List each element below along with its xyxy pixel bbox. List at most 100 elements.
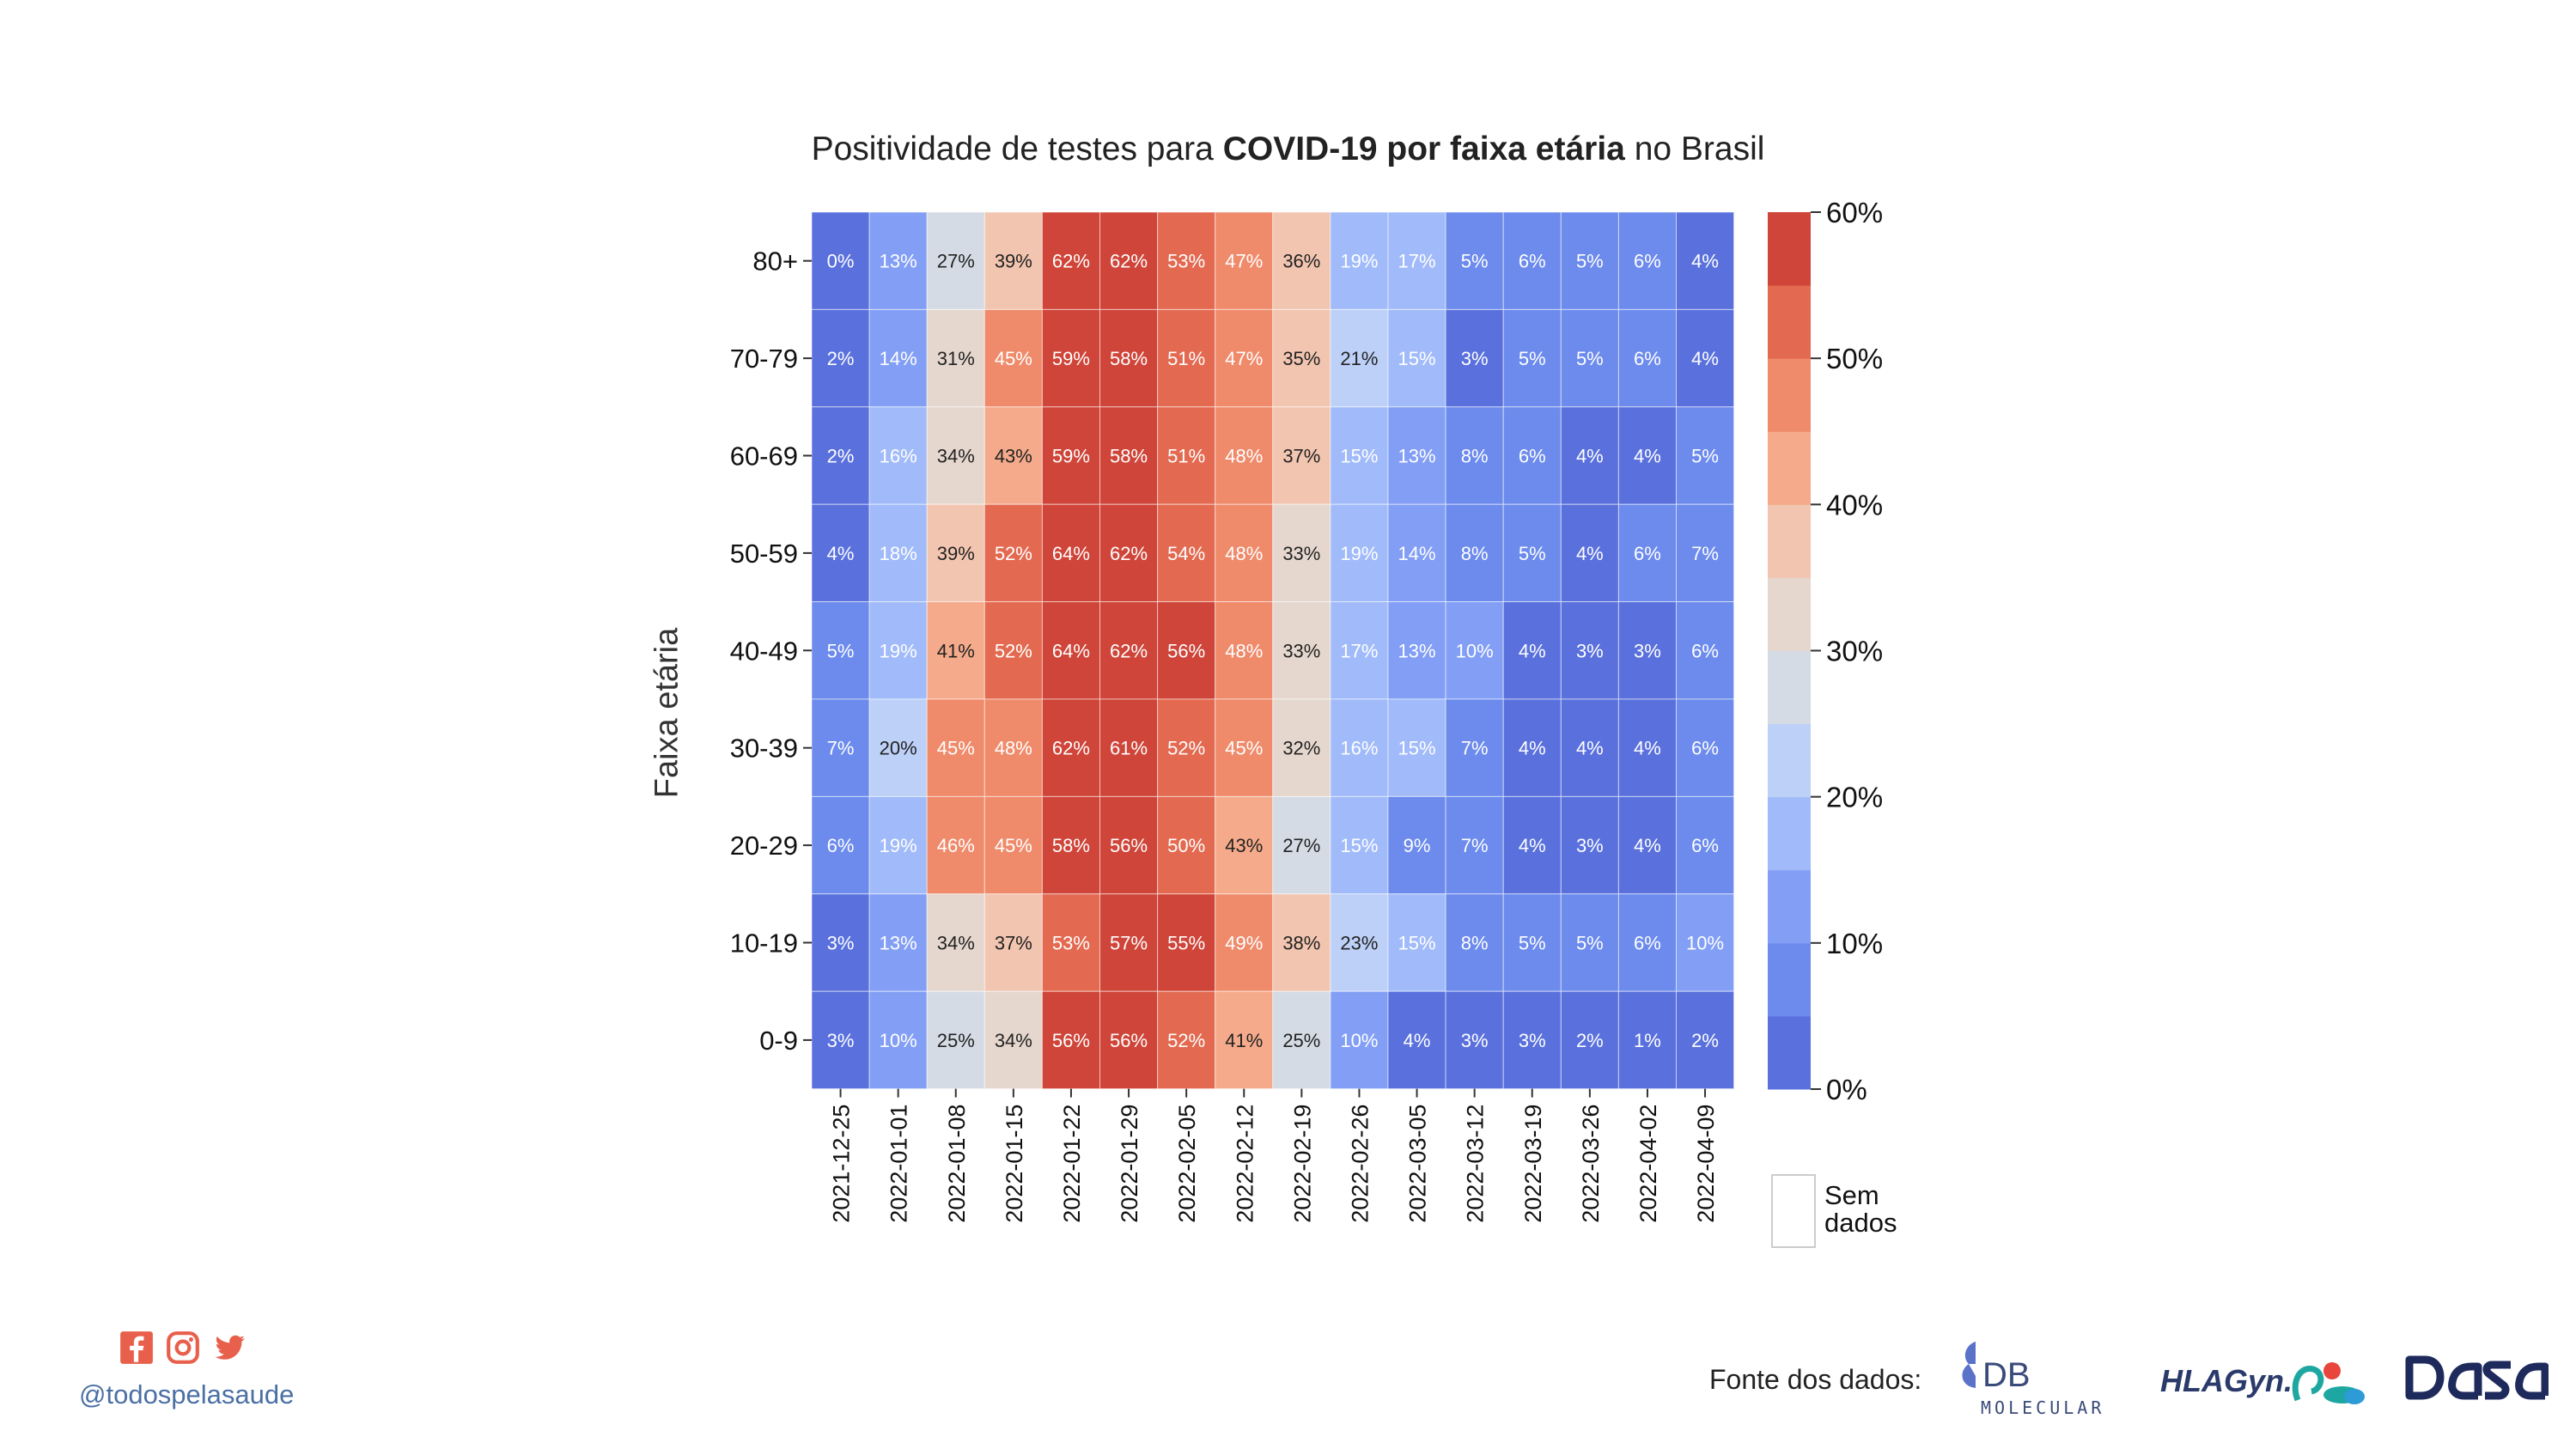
x-tick-label: 2022-01-29 [1117, 1105, 1142, 1223]
instagram-icon[interactable] [165, 1330, 201, 1366]
cell-value-label: 37% [1282, 446, 1320, 467]
social-links [119, 1330, 247, 1366]
heatmap-cell [1330, 795, 1389, 895]
heatmap-cell [811, 406, 870, 505]
heatmap-cell [1157, 990, 1216, 1090]
cell-value-label: 48% [1225, 640, 1263, 661]
heatmap-cell [1272, 308, 1331, 408]
heatmap-cell [984, 795, 1043, 895]
heatmap-cell [1560, 601, 1619, 700]
colorbar-segment [1768, 212, 1811, 286]
cell-value-label: 56% [1110, 835, 1148, 856]
cell-value-label: 6% [1634, 348, 1661, 369]
cell-value-label: 5% [1519, 543, 1546, 564]
heatmap-cell [868, 308, 928, 408]
cell-value-label: 2% [827, 348, 855, 369]
db-logo-main: DB [1982, 1356, 2031, 1394]
heatmap-cell [1041, 503, 1101, 603]
twitter-icon[interactable] [211, 1330, 247, 1366]
heatmap-cell [1272, 601, 1331, 700]
heatmap-cell [1215, 795, 1274, 895]
db-molecular-logo: DB MOLECULAR [1962, 1342, 2101, 1418]
cell-value-label: 19% [880, 835, 917, 856]
x-tick-label: 2022-03-19 [1520, 1105, 1546, 1223]
colorbar-segment [1768, 869, 1811, 944]
heatmap-cell [1560, 893, 1619, 992]
y-tick-label: 20-29 [730, 831, 798, 861]
heatmap-cell [1502, 990, 1562, 1090]
cell-value-label: 1% [1634, 1030, 1661, 1051]
cell-value-label: 19% [880, 640, 917, 661]
heatmap-cell [1502, 795, 1562, 895]
cell-value-label: 20% [880, 738, 917, 759]
heatmap-cell [1215, 698, 1274, 797]
heatmap-cell [1502, 503, 1562, 603]
x-tick-label: 2022-01-01 [886, 1105, 912, 1223]
social-handle[interactable]: @todospelasaude [79, 1379, 295, 1409]
heatmap-cell [1215, 601, 1274, 700]
cell-value-label: 33% [1282, 543, 1320, 564]
heatmap-cell [1560, 308, 1619, 408]
cell-value-label: 9% [1404, 835, 1431, 856]
heatmap-cell [1502, 893, 1562, 992]
data-sources-label: Fonte dos dados: [1709, 1364, 1922, 1395]
heatmap-cell [1387, 308, 1446, 408]
cell-value-label: 7% [1691, 543, 1719, 564]
heatmap-cell [1272, 503, 1331, 603]
cell-value-label: 47% [1225, 348, 1263, 369]
heatmap-cell [1099, 211, 1159, 310]
heatmap-cell [1330, 406, 1389, 505]
cell-value-label: 5% [827, 640, 855, 661]
cell-value-label: 51% [1167, 348, 1205, 369]
y-tick-label: 60-69 [730, 441, 798, 472]
heatmap-cell [811, 893, 870, 992]
chart-title-bold: COVID-19 por faixa etária [1222, 131, 1625, 167]
cell-value-label: 41% [937, 640, 975, 661]
cell-value-label: 39% [995, 251, 1032, 272]
cell-value-label: 6% [1691, 738, 1719, 759]
heatmap-cell [1387, 211, 1446, 310]
cell-value-label: 62% [1110, 251, 1148, 272]
colorbar-tick-label: 10% [1826, 928, 1883, 959]
cell-value-label: 5% [1461, 251, 1489, 272]
heatmap-cell [1387, 698, 1446, 797]
heatmap-cell [984, 990, 1043, 1090]
facebook-icon[interactable] [119, 1330, 155, 1366]
missing-data-swatch [1771, 1174, 1816, 1248]
x-tick-label: 2021-12-25 [829, 1105, 855, 1223]
heatmap-cell [1215, 308, 1274, 408]
colorbar-segment [1768, 504, 1811, 578]
cell-value-label: 4% [1691, 348, 1719, 369]
colorbar-segment [1768, 796, 1811, 871]
cell-value-label: 36% [1282, 251, 1320, 272]
cell-value-label: 10% [1456, 640, 1494, 661]
y-tick-label: 10-19 [730, 928, 798, 959]
cell-value-label: 5% [1519, 933, 1546, 954]
colorbar-segment [1768, 577, 1811, 651]
heatmap-cell [926, 990, 985, 1090]
cell-value-label: 15% [1398, 738, 1436, 759]
heatmap-cell [1676, 990, 1735, 1090]
heatmap-cell [1041, 990, 1101, 1090]
y-tick-label: 40-49 [730, 636, 798, 666]
cell-value-label: 56% [1052, 1030, 1090, 1051]
heatmap-cell [926, 406, 985, 505]
colorbar-tick-label: 40% [1826, 489, 1883, 521]
heatmap-cell [1330, 601, 1389, 700]
colorbar-segment [1768, 723, 1811, 798]
cell-value-label: 43% [995, 446, 1032, 467]
x-tick-label: 2022-03-05 [1405, 1105, 1431, 1223]
cell-value-label: 47% [1225, 251, 1263, 272]
cell-value-label: 62% [1110, 543, 1148, 564]
heatmap-cell [1330, 990, 1389, 1090]
cell-value-label: 49% [1225, 933, 1263, 954]
cell-value-label: 45% [1225, 738, 1263, 759]
dasa-logo [2405, 1355, 2549, 1400]
y-tick-label: 50-59 [730, 539, 798, 569]
cell-value-label: 8% [1461, 446, 1489, 467]
heatmap-cell [1215, 503, 1274, 603]
cell-value-label: 13% [1398, 446, 1436, 467]
heatmap-cell [1676, 601, 1735, 700]
x-tick-label: 2022-02-05 [1174, 1105, 1200, 1223]
